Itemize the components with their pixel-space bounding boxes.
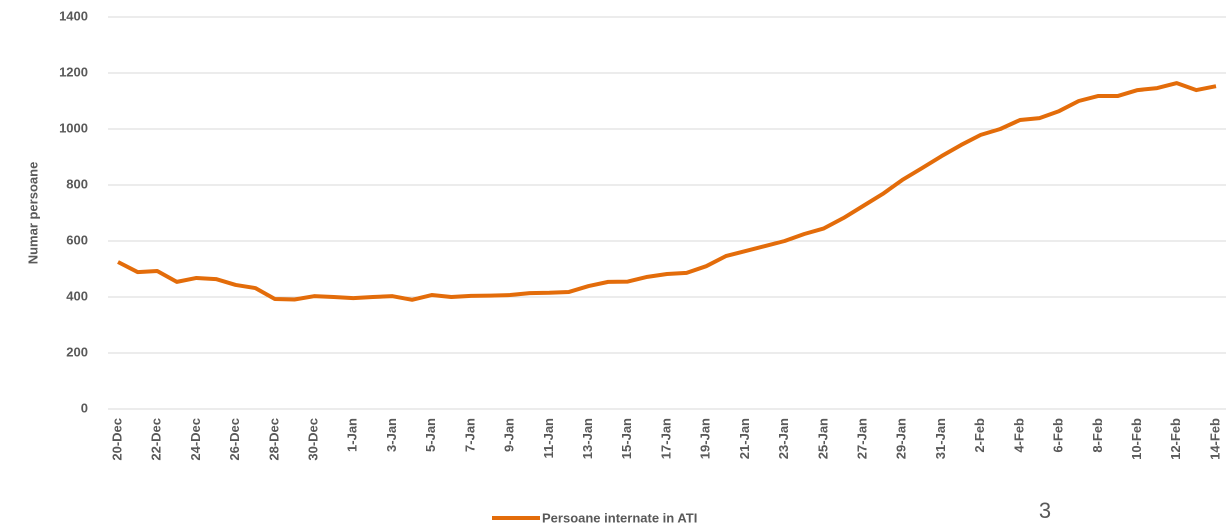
x-tick-label: 9-Jan [502,418,517,452]
x-tick-label: 5-Jan [423,418,438,452]
y-axis-label: Numar persoane [25,162,40,265]
x-tick-label: 4-Feb [1011,418,1026,453]
x-tick-label: 7-Jan [462,418,477,452]
x-tick-label: 31-Jan [933,418,948,459]
x-tick-label: 24-Dec [188,418,203,461]
y-tick-label: 1200 [59,64,88,79]
data-line [117,81,1217,302]
x-tick-label: 21-Jan [737,418,752,459]
x-tick-label: 29-Jan [894,418,909,459]
x-tick-label: 30-Dec [306,418,321,461]
x-tick-label: 6-Feb [1051,418,1066,453]
x-tick-label: 11-Jan [541,418,556,459]
x-tick-label: 26-Dec [227,418,242,461]
x-tick-label: 22-Dec [149,418,164,461]
x-tick-label: 13-Jan [580,418,595,459]
y-tick-label: 400 [66,288,88,303]
x-tick-label: 23-Jan [776,418,791,459]
x-tick-label: 14-Feb [1207,418,1222,460]
x-tick-label: 1-Jan [345,418,360,452]
page-number: 3 [1039,498,1051,523]
x-tick-label: 10-Feb [1129,418,1144,460]
x-tick-label: 25-Jan [815,418,830,459]
x-tick-label: 3-Jan [384,418,399,452]
x-tick-label: 12-Feb [1168,418,1183,460]
x-tick-label: 8-Feb [1090,418,1105,453]
legend-label: Persoane internate in ATI [542,510,697,525]
x-tick-label: 15-Jan [619,418,634,459]
x-tick-label: 20-Dec [109,418,124,461]
y-tick-label: 0 [81,400,88,415]
y-tick-label: 1000 [59,120,88,135]
y-tick-label: 200 [66,344,88,359]
x-tick-label: 2-Feb [972,418,987,453]
x-tick-label: 28-Dec [266,418,281,461]
x-tick-label: 27-Jan [855,418,870,459]
x-tick-label: 17-Jan [658,418,673,459]
x-tick-label: 19-Jan [698,418,713,459]
y-tick-label: 600 [66,232,88,247]
y-tick-label: 800 [66,176,88,191]
y-tick-label: 1400 [59,8,88,23]
